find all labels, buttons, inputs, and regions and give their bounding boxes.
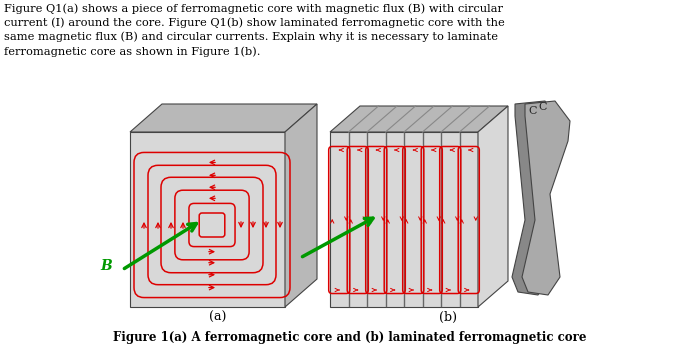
Text: Figure 1(a) A ferromagnetic core and (b) laminated ferromagnetic core: Figure 1(a) A ferromagnetic core and (b)… <box>113 331 587 344</box>
Text: (a): (a) <box>209 311 227 324</box>
Polygon shape <box>512 101 560 295</box>
Text: C: C <box>538 102 547 112</box>
Polygon shape <box>478 106 508 307</box>
Text: B: B <box>100 259 112 273</box>
Polygon shape <box>330 106 508 132</box>
Polygon shape <box>130 104 317 132</box>
Polygon shape <box>330 132 478 307</box>
Polygon shape <box>522 101 570 295</box>
Text: Figure Q1(a) shows a piece of ferromagnetic core with magnetic flux (B) with cir: Figure Q1(a) shows a piece of ferromagne… <box>4 3 505 57</box>
Text: (b): (b) <box>439 311 457 324</box>
Polygon shape <box>130 132 285 307</box>
Polygon shape <box>285 104 317 307</box>
Text: C: C <box>528 106 536 116</box>
